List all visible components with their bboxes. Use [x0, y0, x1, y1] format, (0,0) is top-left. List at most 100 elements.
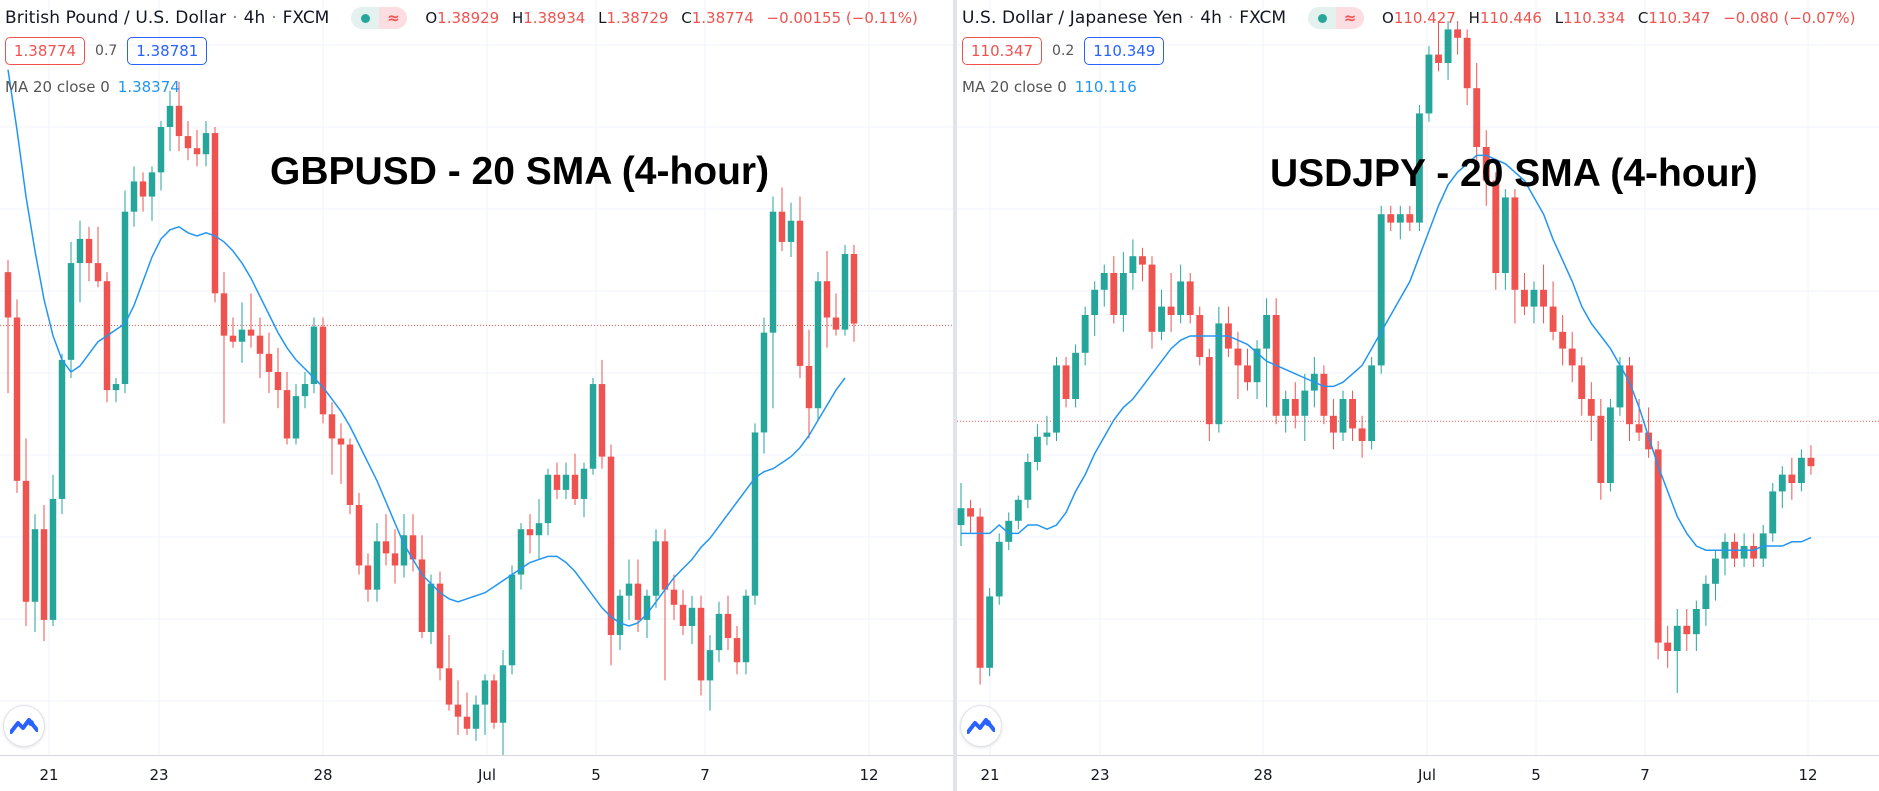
- x-tick-label: 21: [980, 766, 1000, 784]
- candle: [481, 674, 489, 735]
- candle-body: [995, 541, 1003, 597]
- candle: [1606, 399, 1614, 492]
- candle: [1081, 306, 1089, 366]
- candle: [1377, 205, 1385, 374]
- candle: [337, 423, 345, 484]
- candle: [1530, 281, 1538, 324]
- candle-body: [1253, 348, 1261, 383]
- candle: [202, 120, 210, 167]
- candle: [733, 625, 741, 675]
- candle: [1721, 533, 1729, 576]
- candle-body: [1263, 315, 1271, 349]
- candle-body: [1158, 306, 1165, 332]
- candle: [1033, 424, 1041, 471]
- ma-legend[interactable]: MA 20 close 0 1.38374: [5, 78, 180, 96]
- symbol-name[interactable]: British Pound / U.S. Dollar: [5, 8, 227, 28]
- candle-body: [679, 604, 687, 626]
- candle-body: [580, 468, 588, 499]
- chart-title: GBPUSD - 20 SMA (4-hour): [270, 150, 770, 193]
- candle: [751, 423, 759, 605]
- candle: [175, 81, 183, 152]
- candle: [1205, 348, 1213, 441]
- candle-body: [1339, 399, 1347, 433]
- candle-body: [1415, 113, 1423, 223]
- candle: [13, 299, 21, 493]
- time-axis[interactable]: 21 23 28 Jul 5 7 12: [0, 755, 953, 791]
- sell-button[interactable]: 1.38774: [5, 37, 86, 65]
- candle: [139, 172, 147, 212]
- candle: [688, 595, 696, 645]
- candle-body: [1463, 37, 1471, 89]
- candle: [409, 514, 417, 572]
- candle-body: [760, 332, 768, 433]
- candle-body: [553, 474, 561, 490]
- candle-body: [1072, 352, 1080, 399]
- candle: [1368, 357, 1376, 450]
- candle-body: [841, 254, 849, 330]
- gbpusd-chart-panel[interactable]: British Pound / U.S. Dollar · 4h · FXCM …: [0, 0, 953, 791]
- candle: [1158, 289, 1165, 341]
- candle-body: [283, 390, 291, 439]
- tradingview-logo-icon[interactable]: [3, 705, 45, 747]
- candle: [445, 635, 453, 711]
- gbpusd-plot-area[interactable]: [0, 0, 953, 756]
- usdjpy-plot-area[interactable]: [957, 0, 1879, 756]
- approx-icon: ≈: [1336, 7, 1365, 29]
- candle-body: [1797, 457, 1805, 483]
- candle-body: [445, 668, 453, 705]
- ma-legend[interactable]: MA 20 close 0 110.116: [962, 78, 1137, 96]
- candle: [130, 166, 138, 227]
- candle-body: [1540, 289, 1547, 307]
- buy-button[interactable]: 1.38781: [127, 37, 208, 65]
- candle: [1177, 264, 1185, 324]
- ohlc-readout: O110.427 H110.446 L110.334 C110.347 −0.0…: [1382, 9, 1856, 27]
- candle: [166, 90, 174, 152]
- candle-body: [688, 607, 696, 626]
- candle-body: [1587, 399, 1595, 416]
- candle-body: [1053, 365, 1060, 433]
- candle-body: [328, 414, 336, 439]
- candle: [220, 272, 228, 424]
- candle-body: [58, 359, 66, 499]
- candle: [1272, 298, 1280, 425]
- candle: [1148, 256, 1156, 349]
- time-axis[interactable]: 21 23 28 Jul 5 7 12: [957, 755, 1879, 791]
- candle: [652, 529, 660, 608]
- candle-body: [1444, 29, 1452, 63]
- candle-body: [76, 238, 84, 264]
- gbpusd-legend: British Pound / U.S. Dollar · 4h · FXCM …: [5, 7, 918, 29]
- interval-label[interactable]: 4h: [1200, 8, 1222, 28]
- buy-button[interactable]: 110.349: [1084, 37, 1165, 65]
- candle: [1014, 495, 1022, 530]
- candle: [1425, 46, 1433, 122]
- candle-body: [22, 480, 30, 602]
- spread-value: 0.7: [95, 43, 118, 59]
- candle: [661, 529, 669, 681]
- market-toggle[interactable]: ≈: [1308, 7, 1365, 29]
- candle: [355, 492, 363, 575]
- candle-body: [1521, 289, 1528, 307]
- candle: [508, 565, 516, 675]
- interval-label[interactable]: 4h: [243, 8, 266, 28]
- candle-body: [1807, 457, 1815, 467]
- candle: [31, 514, 39, 633]
- panel-divider[interactable]: [953, 0, 957, 791]
- candle-body: [1568, 348, 1576, 366]
- candle: [22, 438, 30, 626]
- candle: [283, 371, 291, 445]
- candle: [346, 438, 354, 515]
- market-toggle[interactable]: ≈: [351, 7, 408, 29]
- ohlc-readout: O1.38929 H1.38934 L1.38729 C1.38774 −0.0…: [425, 9, 918, 27]
- candle: [382, 514, 390, 566]
- candle: [769, 196, 777, 409]
- symbol-name[interactable]: U.S. Dollar / Japanese Yen: [962, 8, 1183, 28]
- candle: [1540, 264, 1547, 324]
- usdjpy-trade-row: 110.347 0.2 110.349: [962, 37, 1165, 65]
- sell-button[interactable]: 110.347: [962, 37, 1043, 65]
- candle: [823, 250, 831, 348]
- usdjpy-chart-panel[interactable]: U.S. Dollar / Japanese Yen · 4h · FXCM ≈…: [957, 0, 1879, 791]
- candle: [157, 120, 165, 191]
- candle-body: [1778, 474, 1786, 492]
- tradingview-logo-icon[interactable]: [960, 705, 1002, 747]
- candle: [301, 371, 309, 409]
